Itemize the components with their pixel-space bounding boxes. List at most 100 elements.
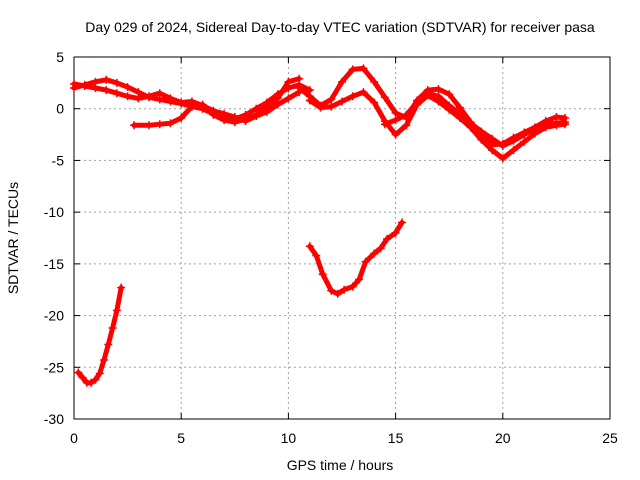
data-point <box>130 121 139 130</box>
y-tick-label: -25 <box>44 359 64 375</box>
y-tick-label: -30 <box>44 411 64 427</box>
data-point <box>455 109 464 118</box>
data-point <box>530 124 539 133</box>
x-tick-label: 0 <box>70 430 78 446</box>
data-point <box>370 77 379 86</box>
data-point <box>166 94 175 103</box>
data-point <box>434 85 443 94</box>
data-point <box>305 242 314 251</box>
data-point <box>177 114 186 123</box>
data-point <box>316 103 325 112</box>
data-point <box>380 120 389 129</box>
data-point <box>413 98 422 107</box>
data-point <box>273 94 282 103</box>
y-tick-label: 0 <box>56 101 64 117</box>
y-tick-label: -10 <box>44 204 64 220</box>
data-point <box>327 286 336 295</box>
data-point <box>177 98 186 107</box>
data-point <box>123 82 132 91</box>
series-trace <box>307 220 405 297</box>
data-point <box>445 90 454 99</box>
series-trace <box>75 285 124 386</box>
series-arc-c <box>130 74 304 130</box>
data-point <box>198 100 207 109</box>
data-point <box>220 116 229 125</box>
data-point <box>80 81 89 90</box>
data-point <box>348 92 357 101</box>
data-point <box>108 323 117 332</box>
plot-frame <box>73 56 611 420</box>
data-point <box>376 244 385 253</box>
data-point <box>166 119 175 128</box>
data-point <box>477 127 486 136</box>
data-point <box>402 110 411 119</box>
data-point <box>187 102 196 111</box>
data-series <box>70 64 569 387</box>
y-axis-ticks: 5 0 -5 -10 -15 -20 -25 -30 <box>44 49 610 427</box>
y-tick-label: -15 <box>44 256 64 272</box>
data-point <box>305 96 314 105</box>
data-point <box>112 306 121 315</box>
data-point <box>295 84 304 93</box>
data-point <box>252 110 261 119</box>
data-point <box>74 368 83 377</box>
data-point <box>327 95 336 104</box>
data-point <box>466 119 475 128</box>
data-point <box>100 356 109 365</box>
data-point <box>520 130 529 139</box>
series-arc-e <box>305 88 569 163</box>
data-point <box>541 120 550 129</box>
data-point <box>112 89 121 98</box>
data-point <box>295 74 304 83</box>
data-point <box>402 121 411 130</box>
data-point <box>134 94 143 103</box>
series-arc-h <box>74 283 126 387</box>
series-trace <box>131 76 302 128</box>
data-point <box>391 130 400 139</box>
data-point <box>155 89 164 98</box>
data-point <box>327 102 336 111</box>
data-point <box>520 137 529 146</box>
data-point <box>380 93 389 102</box>
x-tick-label: 15 <box>388 430 404 446</box>
data-point <box>391 116 400 125</box>
data-point <box>498 141 507 150</box>
data-point <box>423 89 432 98</box>
data-point <box>284 77 293 86</box>
data-point <box>370 249 379 258</box>
y-tick-label: -5 <box>52 152 65 168</box>
data-point <box>445 101 454 110</box>
data-point <box>333 289 342 298</box>
data-point <box>355 275 364 284</box>
data-point <box>477 135 486 144</box>
data-point <box>123 92 132 101</box>
data-point <box>488 134 497 143</box>
data-point <box>91 375 100 384</box>
x-axis-label: GPS time / hours <box>287 457 394 473</box>
data-point <box>509 136 518 145</box>
y-axis-label: SDTVAR / TECUs <box>5 182 21 294</box>
data-point <box>398 218 407 227</box>
data-point <box>361 257 370 266</box>
data-point <box>391 228 400 237</box>
data-point <box>91 84 100 93</box>
data-point <box>284 94 293 103</box>
y-tick-label: 5 <box>56 49 64 65</box>
data-point <box>70 79 78 88</box>
data-point <box>145 92 154 101</box>
data-point <box>155 120 164 129</box>
y-tick-label: -20 <box>44 308 64 324</box>
series-arc-f <box>380 89 569 150</box>
data-point <box>117 283 126 292</box>
data-point <box>102 75 111 84</box>
data-point <box>104 340 113 349</box>
data-point <box>112 78 121 87</box>
data-point <box>262 102 271 111</box>
data-point <box>95 369 104 378</box>
data-point <box>78 373 87 382</box>
data-point <box>209 110 218 119</box>
x-tick-label: 10 <box>281 430 297 446</box>
data-point <box>87 378 96 387</box>
data-point <box>338 77 346 86</box>
plot-border <box>73 56 611 420</box>
